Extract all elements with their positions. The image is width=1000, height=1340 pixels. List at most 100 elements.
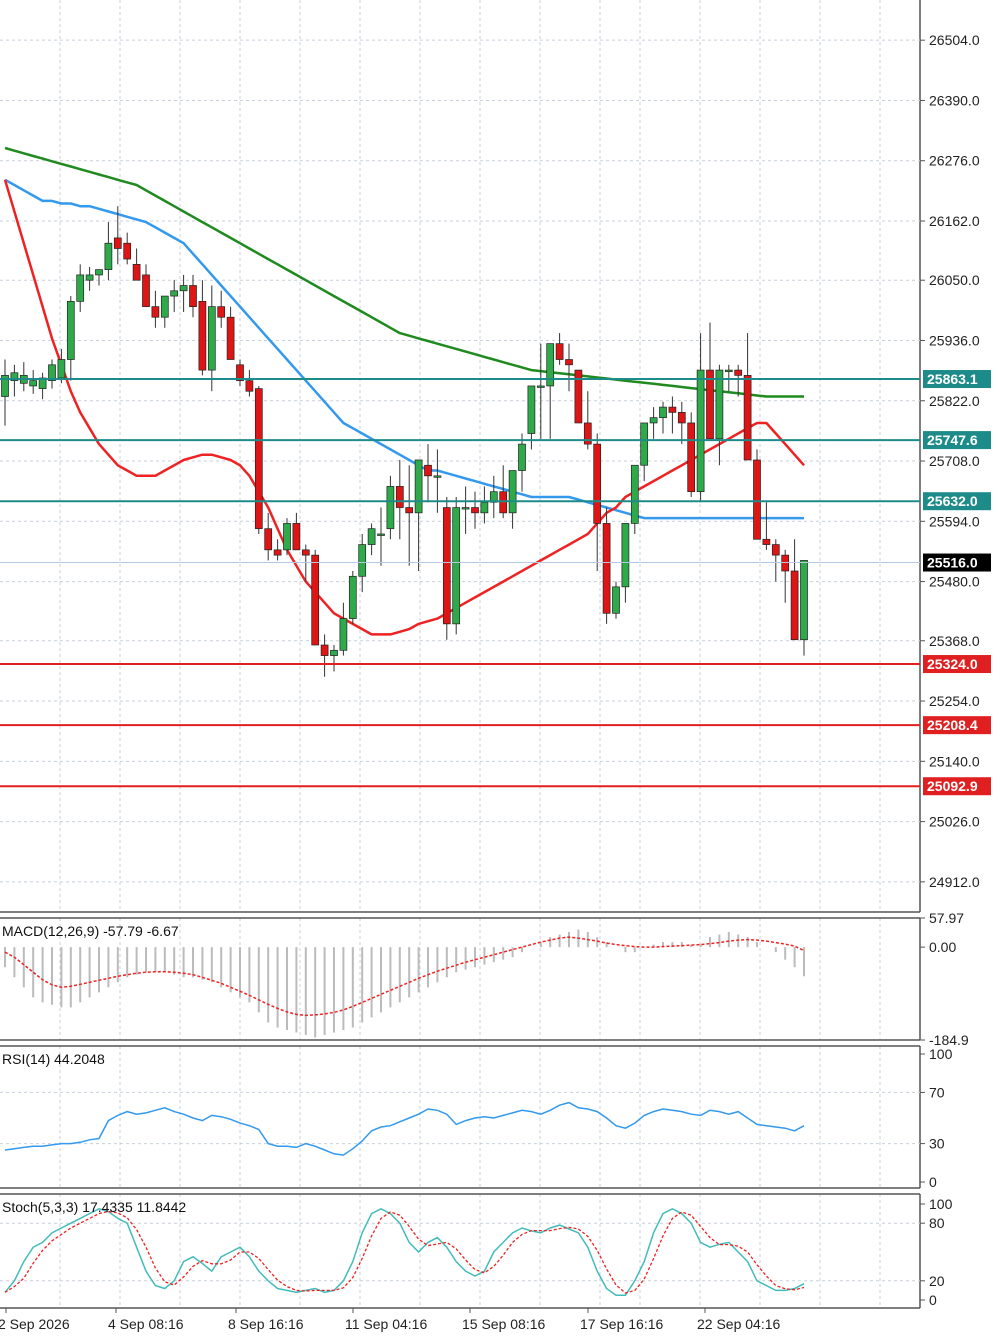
candle: [771, 539, 780, 582]
candle: [1, 359, 9, 426]
candle: [555, 333, 564, 365]
level-badge: [923, 716, 991, 735]
bull-candle-body: [480, 501, 489, 514]
y-tick-label: 26276.0: [929, 153, 980, 169]
level-badge: [923, 655, 991, 674]
candle: [724, 364, 733, 392]
bull-candle-body: [283, 523, 291, 551]
candle: [311, 549, 320, 646]
candle: [170, 280, 179, 312]
bull-candle-body: [348, 575, 357, 619]
bull-candle-body: [339, 618, 348, 651]
x-tick-label: 4 Sep 08:16: [108, 1316, 184, 1332]
candle: [95, 269, 103, 286]
candle: [142, 264, 150, 307]
candle: [753, 449, 761, 540]
candle: [236, 359, 244, 386]
bear-candle-body: [677, 412, 686, 424]
y-tick-label: 0: [929, 1174, 937, 1190]
bear-candle-body: [602, 523, 611, 614]
level-badge-label: 25208.4: [927, 717, 978, 733]
bull-candle-body: [10, 372, 19, 382]
bull-candle-body: [433, 475, 442, 478]
candle: [386, 475, 395, 540]
bear-candle-body: [499, 491, 508, 514]
ma-blue-line: [4, 178, 804, 520]
bear-candle-body: [395, 486, 404, 508]
candle: [132, 248, 141, 281]
y-tick-label: 80: [929, 1215, 945, 1231]
candle: [424, 444, 432, 503]
candle: [762, 502, 771, 550]
y-tick-label: 100: [929, 1046, 953, 1062]
level-badge-label: 25863.1: [927, 371, 978, 387]
bull-candle-body: [76, 274, 85, 302]
bull-candle-body: [85, 274, 94, 281]
bull-candle-body: [57, 359, 66, 379]
bull-candle-body: [518, 443, 526, 471]
candle: [66, 296, 75, 381]
candle: [348, 570, 357, 624]
candle: [546, 343, 555, 439]
candle: [640, 422, 649, 482]
candle: [518, 433, 526, 492]
candle: [414, 459, 423, 571]
candle: [113, 206, 122, 265]
bull-candle-body: [659, 406, 667, 419]
y-tick-label: 25594.0: [929, 513, 980, 529]
level-badge: [923, 370, 991, 389]
x-tick-label: 22 Sep 04:16: [697, 1316, 781, 1332]
macd-signal-line: [4, 936, 805, 1017]
candle: [565, 343, 573, 392]
bear-candle-body: [123, 242, 132, 260]
candle: [76, 264, 85, 312]
candle: [781, 549, 790, 603]
bull-candle-body: [508, 470, 517, 514]
candle: [659, 401, 667, 434]
bull-candle-body: [95, 269, 103, 276]
candle: [668, 396, 677, 434]
bear-candle-body: [734, 369, 743, 376]
candle: [273, 539, 282, 561]
bear-candle-body: [198, 301, 207, 371]
bear-candle-body: [583, 422, 592, 445]
candle: [207, 285, 216, 392]
bear-candle-body: [471, 507, 479, 514]
candle: [377, 507, 385, 566]
candle: [696, 333, 705, 503]
candle: [630, 464, 639, 534]
bear-candle-body: [593, 443, 602, 524]
candle: [593, 433, 602, 571]
bull-candle-body: [48, 364, 56, 382]
candle: [330, 645, 338, 672]
bear-candle-body: [311, 554, 320, 646]
candle: [508, 470, 517, 529]
x-tick-label: 17 Sep 16:16: [580, 1316, 664, 1332]
y-tick-label: 26504.0: [929, 32, 980, 48]
bull-candle-body: [358, 544, 367, 577]
y-tick-label: 25708.0: [929, 453, 980, 469]
bull-candle-body: [546, 343, 555, 387]
bull-candle-body: [377, 533, 385, 536]
candle: [38, 372, 47, 400]
bull-candle-body: [527, 385, 536, 434]
bear-candle-body: [132, 263, 141, 281]
bull-candle-body: [414, 459, 423, 514]
rsi-label: RSI(14) 44.2048: [2, 1051, 105, 1067]
candle: [405, 465, 414, 566]
candle: [687, 412, 696, 497]
bull-candle-body: [612, 586, 620, 614]
bull-candle-body: [452, 507, 461, 625]
candle: [743, 333, 752, 461]
bear-candle-body: [771, 544, 780, 556]
stoch-label: Stoch(5,3,3) 17.4335 11.8442: [2, 1199, 186, 1215]
bear-candle-body: [762, 538, 771, 545]
bear-candle-body: [226, 316, 235, 360]
bear-candle-body: [292, 523, 301, 551]
bear-candle-body: [142, 274, 150, 307]
bear-candle-body: [301, 549, 310, 556]
candle: [706, 322, 714, 440]
y-tick-label: 100: [929, 1196, 953, 1212]
bear-candle-body: [405, 507, 414, 514]
candle: [499, 465, 508, 519]
